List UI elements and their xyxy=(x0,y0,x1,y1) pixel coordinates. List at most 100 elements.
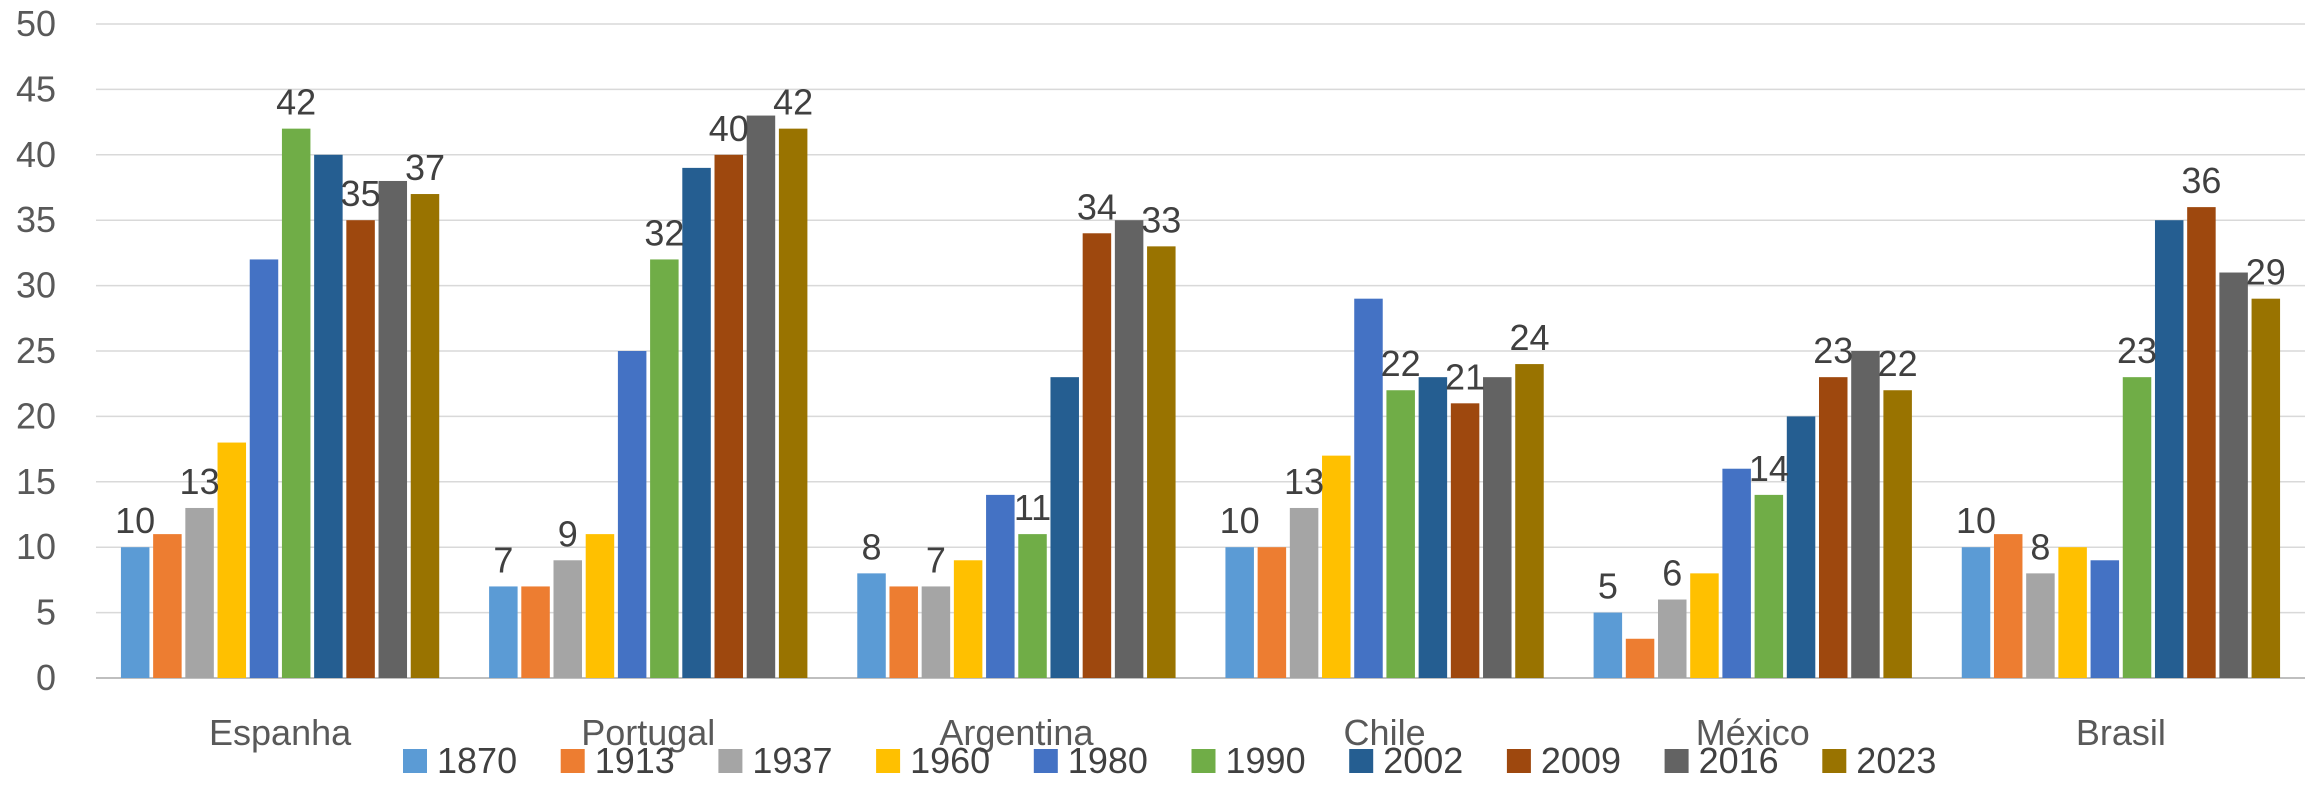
x-tick-label: Brasil xyxy=(2076,712,2166,753)
legend-label: 1960 xyxy=(910,740,990,781)
legend-label: 2002 xyxy=(1383,740,1463,781)
bar xyxy=(217,442,247,678)
data-label: 13 xyxy=(1284,461,1324,502)
bar xyxy=(1114,220,1144,678)
bar xyxy=(521,586,550,678)
data-label: 36 xyxy=(2181,160,2221,201)
bar xyxy=(1625,638,1655,678)
data-label: 21 xyxy=(1445,356,1485,397)
data-label: 8 xyxy=(2030,526,2050,567)
legend-item: 1990 xyxy=(1191,740,1306,781)
data-label: 23 xyxy=(2117,330,2157,371)
bar xyxy=(1819,377,1848,678)
data-label: 14 xyxy=(1749,448,1789,489)
data-label: 42 xyxy=(276,82,316,123)
x-tick-label: Argentina xyxy=(939,712,1094,753)
y-tick-label: 50 xyxy=(16,3,56,44)
data-label: 5 xyxy=(1598,566,1618,607)
data-label: 13 xyxy=(180,461,220,502)
y-tick-label: 30 xyxy=(16,265,56,306)
bar xyxy=(1082,233,1112,678)
data-label: 32 xyxy=(644,212,684,253)
legend-label: 1980 xyxy=(1068,740,1148,781)
data-label: 35 xyxy=(341,173,381,214)
bar xyxy=(2090,560,2120,678)
x-tick-label: Portugal xyxy=(581,712,715,753)
legend-item: 1937 xyxy=(718,740,832,781)
bar xyxy=(921,586,951,678)
legend-label: 1870 xyxy=(437,740,517,781)
bar xyxy=(1225,547,1254,678)
legend-label: 2009 xyxy=(1541,740,1621,781)
legend-item: 1913 xyxy=(560,740,675,781)
bar xyxy=(153,534,182,678)
legend-swatch xyxy=(560,749,585,773)
bar xyxy=(346,220,375,678)
legend-swatch xyxy=(403,749,427,773)
bar xyxy=(314,154,343,679)
data-label: 7 xyxy=(493,539,513,580)
bar xyxy=(650,259,679,678)
bar xyxy=(553,560,582,678)
data-label: 40 xyxy=(709,108,749,149)
legend-item: 1870 xyxy=(403,740,517,781)
legend-label: 2023 xyxy=(1856,740,1936,781)
bar xyxy=(120,547,150,678)
data-label: 11 xyxy=(1014,487,1051,528)
data-label: 9 xyxy=(558,513,578,554)
data-label: 33 xyxy=(1141,199,1181,240)
y-tick-label: 15 xyxy=(16,461,56,502)
x-tick-label: Espanha xyxy=(209,712,352,753)
bar xyxy=(1883,390,1912,678)
bar xyxy=(1593,612,1623,678)
bar xyxy=(2122,377,2152,678)
bar xyxy=(378,180,408,678)
data-label: 10 xyxy=(1220,500,1260,541)
legend-swatch xyxy=(1349,749,1374,773)
bar xyxy=(281,128,311,678)
legend-item: 2016 xyxy=(1664,740,1779,781)
legend: 1870 1913 1937 1960 1980 1990 2002 2009 2016 2023 xyxy=(403,740,1936,781)
bar xyxy=(1289,507,1319,678)
legend-swatch xyxy=(876,749,901,773)
bar xyxy=(1483,377,1512,678)
bar xyxy=(986,494,1015,678)
bar xyxy=(489,586,518,678)
gridlines xyxy=(96,23,2305,679)
bar xyxy=(1690,573,1719,678)
legend-swatch xyxy=(1506,749,1531,773)
bar xyxy=(1257,547,1287,678)
data-label: 24 xyxy=(1509,317,1549,358)
legend-item: 2023 xyxy=(1822,740,1936,781)
bar xyxy=(2219,272,2248,678)
x-tick-label: Chile xyxy=(1344,712,1426,753)
bar xyxy=(682,167,711,678)
data-label: 22 xyxy=(1878,343,1918,384)
y-tick-label: 40 xyxy=(16,134,56,175)
bar xyxy=(1322,455,1351,678)
legend-item: 1980 xyxy=(1033,740,1148,781)
bar xyxy=(1754,494,1784,678)
y-tick-label: 0 xyxy=(36,657,56,698)
y-tick-label: 10 xyxy=(16,526,56,567)
y-tick-label: 35 xyxy=(16,199,56,240)
legend-swatch xyxy=(1822,749,1847,773)
bars xyxy=(120,115,2281,679)
legend-label: 1913 xyxy=(595,740,675,781)
y-tick-label: 45 xyxy=(16,68,56,109)
legend-label: 1990 xyxy=(1226,740,1306,781)
data-label: 10 xyxy=(115,500,155,541)
bar xyxy=(410,194,440,679)
bar xyxy=(1354,298,1383,678)
bar xyxy=(617,351,647,678)
data-label: 29 xyxy=(2246,252,2286,293)
legend-item: 1960 xyxy=(876,740,990,781)
data-label: 8 xyxy=(862,526,882,567)
bar xyxy=(1993,534,2023,678)
bar xyxy=(1961,547,1991,678)
bar xyxy=(1658,599,1687,678)
data-label: 37 xyxy=(405,147,445,188)
data-label: 23 xyxy=(1813,330,1853,371)
bar xyxy=(857,573,886,678)
y-tick-label: 5 xyxy=(36,592,56,633)
